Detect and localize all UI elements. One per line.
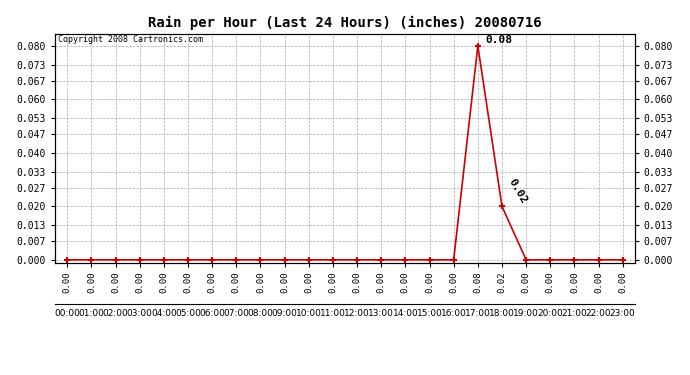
Text: 0.08: 0.08 [485,35,512,45]
Title: Rain per Hour (Last 24 Hours) (inches) 20080716: Rain per Hour (Last 24 Hours) (inches) 2… [148,16,542,30]
Text: 0.02: 0.02 [506,177,529,206]
Text: Copyright 2008 Cartronics.com: Copyright 2008 Cartronics.com [58,35,203,44]
